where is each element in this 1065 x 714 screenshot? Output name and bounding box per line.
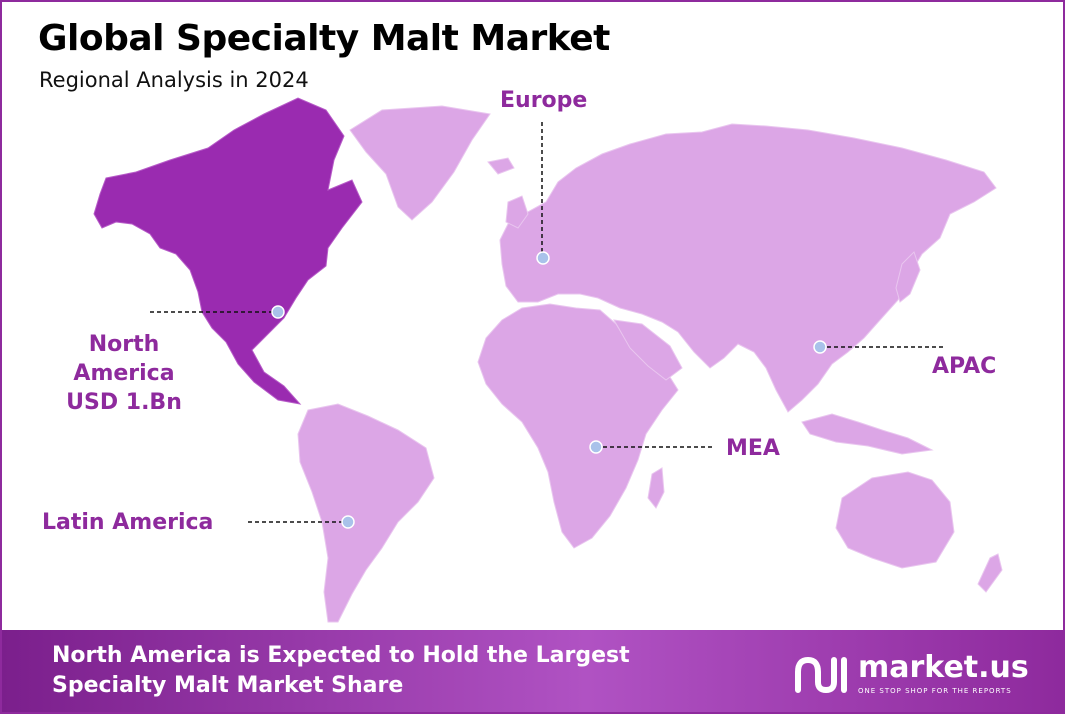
north-america-marker [271,305,285,319]
footer-line-1: North America is Expected to Hold the La… [52,643,630,668]
japan-region [895,251,921,303]
brand-logo: market.us ONE STOP SHOP FOR THE REPORTS [792,650,1042,700]
footer-banner: North America is Expected to Hold the La… [2,630,1063,712]
leader-lines [150,122,944,523]
arabia-region [613,319,683,381]
label-north-america-value: USD 1.Bn [66,390,182,415]
label-latin-america: Latin America [42,510,214,535]
greenland-region [349,105,491,221]
footer-message: North America is Expected to Hold the La… [52,641,630,701]
footer-line-2: Specialty Malt Market Share [52,673,404,698]
label-apac: APAC [932,354,997,379]
label-north-america-line1: North [88,332,160,357]
apac-marker [813,340,827,354]
mea-marker [589,440,603,454]
land-masses [297,105,1003,623]
australia-region [835,471,955,569]
region-markers [271,251,827,529]
sea-islands-region [801,413,934,455]
new-zealand-region [977,553,1003,593]
label-north-america-line2: America [73,361,175,386]
label-north-america: North America USD 1.Bn [64,330,184,417]
label-mea: MEA [726,436,780,461]
world-map [93,97,1003,623]
africa-region [477,303,679,549]
page-title: Global Specialty Malt Market [38,18,610,59]
eurasia-region [499,123,997,413]
latin-america-marker [341,515,355,529]
brand-mark-icon [795,656,847,694]
page-subtitle: Regional Analysis in 2024 [39,68,309,92]
north-america-highlight [93,97,363,405]
british-isles-region [505,195,529,229]
europe-marker [536,251,550,265]
brand-tagline: ONE STOP SHOP FOR THE REPORTS [858,687,1012,695]
brand-name: market.us [858,650,1029,685]
madagascar-region [647,467,665,509]
south-america-region [297,403,435,623]
iceland-region [487,157,515,175]
label-europe: Europe [500,88,588,113]
